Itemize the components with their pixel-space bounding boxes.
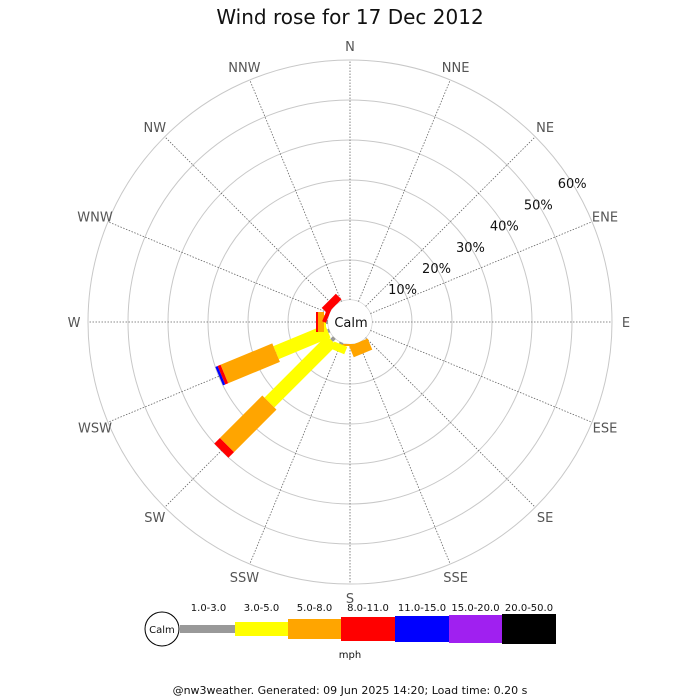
petal-wsw-1.0-3.0: [327, 328, 331, 334]
radial-tick-label: 30%: [456, 241, 485, 256]
spoke-nne: [358, 79, 451, 302]
chart-title: Wind rose for 17 Dec 2012: [216, 5, 483, 29]
spoke-wnw: [107, 221, 330, 314]
direction-label-s: S: [346, 592, 354, 607]
legend-label: 8.0-11.0: [347, 603, 389, 614]
spoke-ese: [370, 330, 593, 423]
spoke-ene: [370, 221, 593, 314]
direction-label-sw: SW: [144, 511, 165, 526]
petal-sw-3.0-5.0: [264, 335, 337, 408]
direction-label-n: N: [345, 40, 355, 55]
petal-sw-5.0-8.0: [219, 395, 277, 453]
petal-nw-8.0-11.0: [321, 293, 342, 314]
spoke-se: [365, 337, 536, 508]
spoke-ssw: [249, 342, 342, 565]
direction-label-ne: NE: [536, 121, 554, 136]
grid-ring: [87, 59, 613, 585]
grid-ring: [127, 99, 573, 545]
legend-unit-label: mph: [339, 650, 361, 661]
direction-label-ene: ENE: [592, 210, 618, 225]
legend-label: 15.0-20.0: [451, 603, 499, 614]
spoke-sse: [358, 342, 451, 565]
petal-sw-8.0-11.0: [214, 437, 235, 458]
spoke-ne: [365, 136, 536, 307]
legend-swatch-20.0-50.0: [502, 614, 556, 644]
legend-label: 1.0-3.0: [191, 603, 226, 614]
petal-ssw-3.0-5.0: [331, 341, 348, 355]
calm-circle: Calm: [328, 300, 372, 344]
legend-swatch-5.0-8.0: [288, 619, 341, 639]
legend-calm-circle: [144, 611, 180, 647]
legend-label: 3.0-5.0: [244, 603, 279, 614]
legend-swatch-11.0-15.0: [395, 616, 449, 642]
legend-calm-label: Calm: [149, 625, 175, 636]
direction-label-ese: ESE: [593, 422, 618, 437]
direction-label-se: SE: [537, 511, 553, 526]
legend-label: 20.0-50.0: [505, 603, 553, 614]
spoke-nw: [164, 136, 335, 307]
direction-label-sse: SSE: [443, 571, 468, 586]
radial-tick-label: 10%: [388, 283, 417, 298]
petal-ssw-1.0-3.0: [338, 341, 344, 345]
legend-swatch-8.0-11.0: [341, 617, 395, 641]
speed-legend: Calm 1.0-3.0 3.0-5.0 5.0-8.0 8.0-11.0 11.0-15…: [144, 603, 556, 661]
direction-label-e: E: [622, 316, 630, 331]
petal-wsw-3.0-5.0: [273, 324, 331, 360]
direction-label-nw: NW: [144, 121, 167, 136]
direction-label-wsw: WSW: [78, 422, 112, 437]
spoke-nnw: [249, 79, 342, 302]
legend-swatch-3.0-5.0: [235, 622, 288, 636]
legend-swatch-15.0-20.0: [449, 615, 502, 643]
radial-tick-label: 40%: [490, 220, 519, 235]
radial-tick-label: 60%: [558, 177, 587, 192]
direction-label-wnw: WNW: [77, 210, 113, 225]
petal-sse-5.0-8.0: [349, 338, 373, 358]
direction-label-ssw: SSW: [230, 571, 260, 586]
direction-label-nnw: NNW: [228, 61, 260, 76]
legend-swatch-1.0-3.0: [180, 625, 235, 633]
direction-label-w: W: [68, 316, 81, 331]
radial-tick-label: 50%: [524, 198, 553, 213]
petal-sw-1.0-3.0: [330, 336, 336, 342]
footer-text: @nw3weather. Generated: 09 Jun 2025 14:2…: [173, 684, 528, 697]
grid-ring: [247, 219, 453, 425]
petal-wsw-11.0-15.0: [215, 366, 226, 386]
legend-label: 11.0-15.0: [398, 603, 446, 614]
petal-wsw-5.0-8.0: [220, 343, 280, 384]
petal-wsw-8.0-11.0: [217, 364, 229, 385]
legend-label: 5.0-8.0: [297, 603, 332, 614]
radial-tick-label: 20%: [422, 262, 451, 277]
petals: [214, 293, 373, 458]
direction-label-nne: NNE: [442, 61, 470, 76]
calm-label: Calm: [334, 316, 367, 331]
